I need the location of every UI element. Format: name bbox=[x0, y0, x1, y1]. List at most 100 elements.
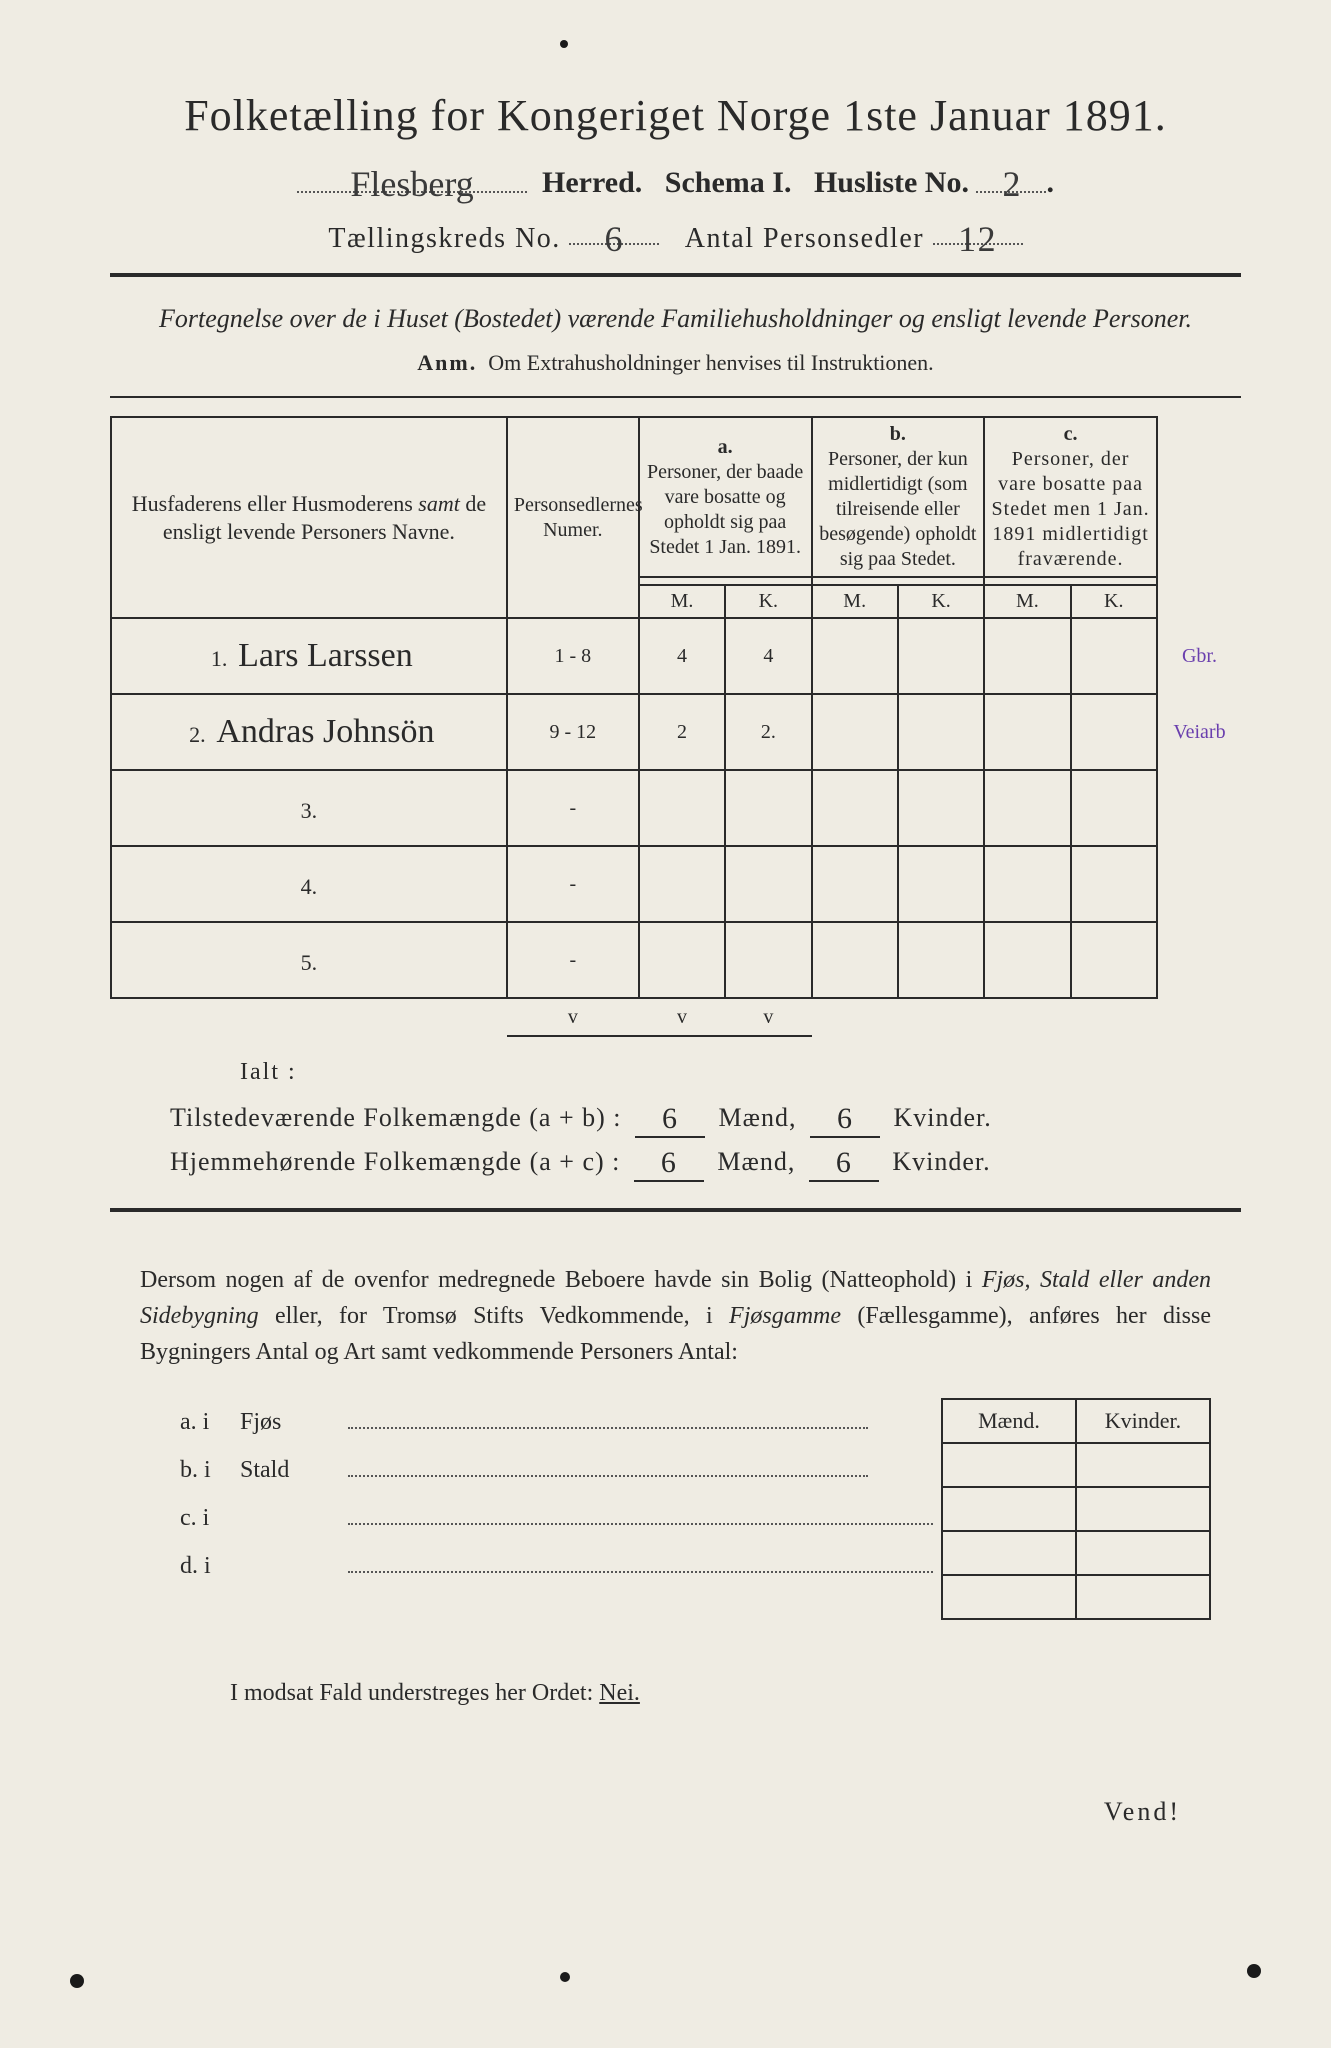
cell-a-k bbox=[725, 922, 811, 998]
th-numbers: Personsedlernes Numer. bbox=[507, 417, 639, 618]
dots bbox=[348, 1451, 868, 1477]
th-margin bbox=[1157, 417, 1241, 618]
ink-dot bbox=[70, 1974, 84, 1988]
cell-b-m bbox=[812, 770, 898, 846]
cell-c-k bbox=[1071, 770, 1157, 846]
husliste-value: 2 bbox=[1002, 164, 1020, 204]
th-a-m: M. bbox=[639, 585, 725, 618]
vend-label: Vend! bbox=[110, 1797, 1181, 1827]
list-row-a: a. i Fjøs bbox=[180, 1398, 941, 1446]
para-1: Dersom nogen af de ovenfor medregnede Be… bbox=[140, 1267, 982, 1293]
cell-num: - bbox=[507, 770, 639, 846]
list-c-label: c. i bbox=[180, 1494, 240, 1542]
cell-b-k bbox=[898, 694, 984, 770]
mk-k: Kvinder. bbox=[1076, 1399, 1210, 1443]
cell-name: 4. bbox=[111, 846, 507, 922]
mk-table: Mænd. Kvinder. bbox=[941, 1398, 1211, 1620]
th-c-m: M. bbox=[984, 585, 1070, 618]
cell-num: 9 - 12 bbox=[507, 694, 639, 770]
paragraph: Dersom nogen af de ovenfor medregnede Be… bbox=[140, 1262, 1211, 1370]
table-row: 1. Lars Larssen1 - 844Gbr. bbox=[111, 618, 1241, 694]
row-number: 5. bbox=[295, 950, 323, 976]
kreds-value: 6 bbox=[605, 219, 625, 259]
cell-name: 2. Andras Johnsön bbox=[111, 694, 507, 770]
dots bbox=[348, 1547, 933, 1573]
cell-a-m bbox=[639, 770, 725, 846]
cell-a-k bbox=[725, 846, 811, 922]
cell-c-m bbox=[984, 922, 1070, 998]
mk-a-m bbox=[942, 1443, 1076, 1487]
row-name: Lars Larssen bbox=[238, 637, 413, 674]
cell-name: 5. bbox=[111, 922, 507, 998]
mk-c-m bbox=[942, 1531, 1076, 1575]
antal-value: 12 bbox=[958, 219, 997, 259]
schema-label: Schema I. bbox=[665, 166, 792, 199]
cell-b-m bbox=[812, 694, 898, 770]
row-number: 3. bbox=[295, 798, 323, 824]
mk-b-m bbox=[942, 1487, 1076, 1531]
th-a-gap bbox=[639, 577, 812, 585]
list-d-label: d. i bbox=[180, 1542, 240, 1590]
cell-b-k bbox=[898, 922, 984, 998]
table-row: 5. - bbox=[111, 922, 1241, 998]
cell-a-m: 2 bbox=[639, 694, 725, 770]
table-row: 3. - bbox=[111, 770, 1241, 846]
cell-a-m: 4 bbox=[639, 618, 725, 694]
table-row: 2. Andras Johnsön9 - 1222.Veiarb bbox=[111, 694, 1241, 770]
cell-c-k bbox=[1071, 922, 1157, 998]
rule-2 bbox=[110, 396, 1241, 398]
cell-num: 1 - 8 bbox=[507, 618, 639, 694]
cell-a-k: 2. bbox=[725, 694, 811, 770]
cell-c-m bbox=[984, 694, 1070, 770]
list-row-c: c. i bbox=[180, 1494, 941, 1542]
header-line-1: Flesberg Herred. Schema I. Husliste No. … bbox=[110, 159, 1241, 200]
dots bbox=[348, 1499, 933, 1525]
row-number: 1. bbox=[205, 646, 233, 672]
th-b: b. Personer, der kun midlertidigt (som t… bbox=[812, 417, 985, 577]
para-1b: eller, for Tromsø Stifts Vedkommende, i bbox=[259, 1303, 729, 1329]
mk-m: Mænd. bbox=[942, 1399, 1076, 1443]
cell-name: 3. bbox=[111, 770, 507, 846]
mk-b-k bbox=[1076, 1487, 1210, 1531]
anm-label: Anm. bbox=[417, 350, 477, 375]
mk-c-k bbox=[1076, 1531, 1210, 1575]
header-line-2: Tællingskreds No. 6 Antal Personsedler 1… bbox=[110, 214, 1241, 255]
cell-b-m bbox=[812, 846, 898, 922]
cell-a-k: 4 bbox=[725, 618, 811, 694]
husliste-label: Husliste No. bbox=[814, 166, 969, 199]
mk-d-m bbox=[942, 1575, 1076, 1619]
kvinder-label-1: Kvinder. bbox=[893, 1103, 991, 1132]
cell-b-k bbox=[898, 846, 984, 922]
maend-label-1: Mænd, bbox=[719, 1103, 797, 1132]
list-row-d: d. i bbox=[180, 1542, 941, 1590]
list-row-b: b. i Stald bbox=[180, 1446, 941, 1494]
margin-note: Gbr. bbox=[1157, 618, 1241, 694]
cell-c-m bbox=[984, 770, 1070, 846]
cell-c-k bbox=[1071, 618, 1157, 694]
totals-line-1: Tilstedeværende Folkemængde (a + b) : 6 … bbox=[170, 1100, 1241, 1136]
th-c-text: Personer, der vare bosatte paa Stedet me… bbox=[992, 448, 1150, 570]
nei-line: I modsat Fald understreges her Ordet: Ne… bbox=[230, 1680, 1241, 1707]
dots bbox=[348, 1403, 868, 1429]
margin-note bbox=[1157, 770, 1241, 846]
th-c-k: K. bbox=[1071, 585, 1157, 618]
herred-label: Herred. bbox=[542, 166, 642, 199]
th-b-text: Personer, der kun midlertidigt (som tilr… bbox=[819, 448, 976, 570]
cell-c-m bbox=[984, 618, 1070, 694]
list-b-label: b. i bbox=[180, 1446, 240, 1494]
cell-num: - bbox=[507, 922, 639, 998]
list-a-label: a. i bbox=[180, 1398, 240, 1446]
th-b-gap bbox=[812, 577, 985, 585]
household-table: Husfaderens eller Husmode​rens samt de e… bbox=[110, 416, 1241, 1037]
th-c: c. Personer, der vare bosatte paa Stedet… bbox=[984, 417, 1157, 577]
th-a: a. Personer, der baade vare bosatte og o… bbox=[639, 417, 812, 577]
cell-a-k bbox=[725, 770, 811, 846]
totals-l2-m: 6 bbox=[634, 1146, 704, 1182]
table-body: 1. Lars Larssen1 - 844Gbr.2. Andras John… bbox=[111, 618, 1241, 1036]
cell-name: 1. Lars Larssen bbox=[111, 618, 507, 694]
nei-word: Nei. bbox=[599, 1680, 640, 1706]
maend-label-2: Mænd, bbox=[717, 1147, 795, 1176]
totals-l1-k: 6 bbox=[810, 1102, 880, 1138]
th-b-m: M. bbox=[812, 585, 898, 618]
cell-a-m bbox=[639, 922, 725, 998]
